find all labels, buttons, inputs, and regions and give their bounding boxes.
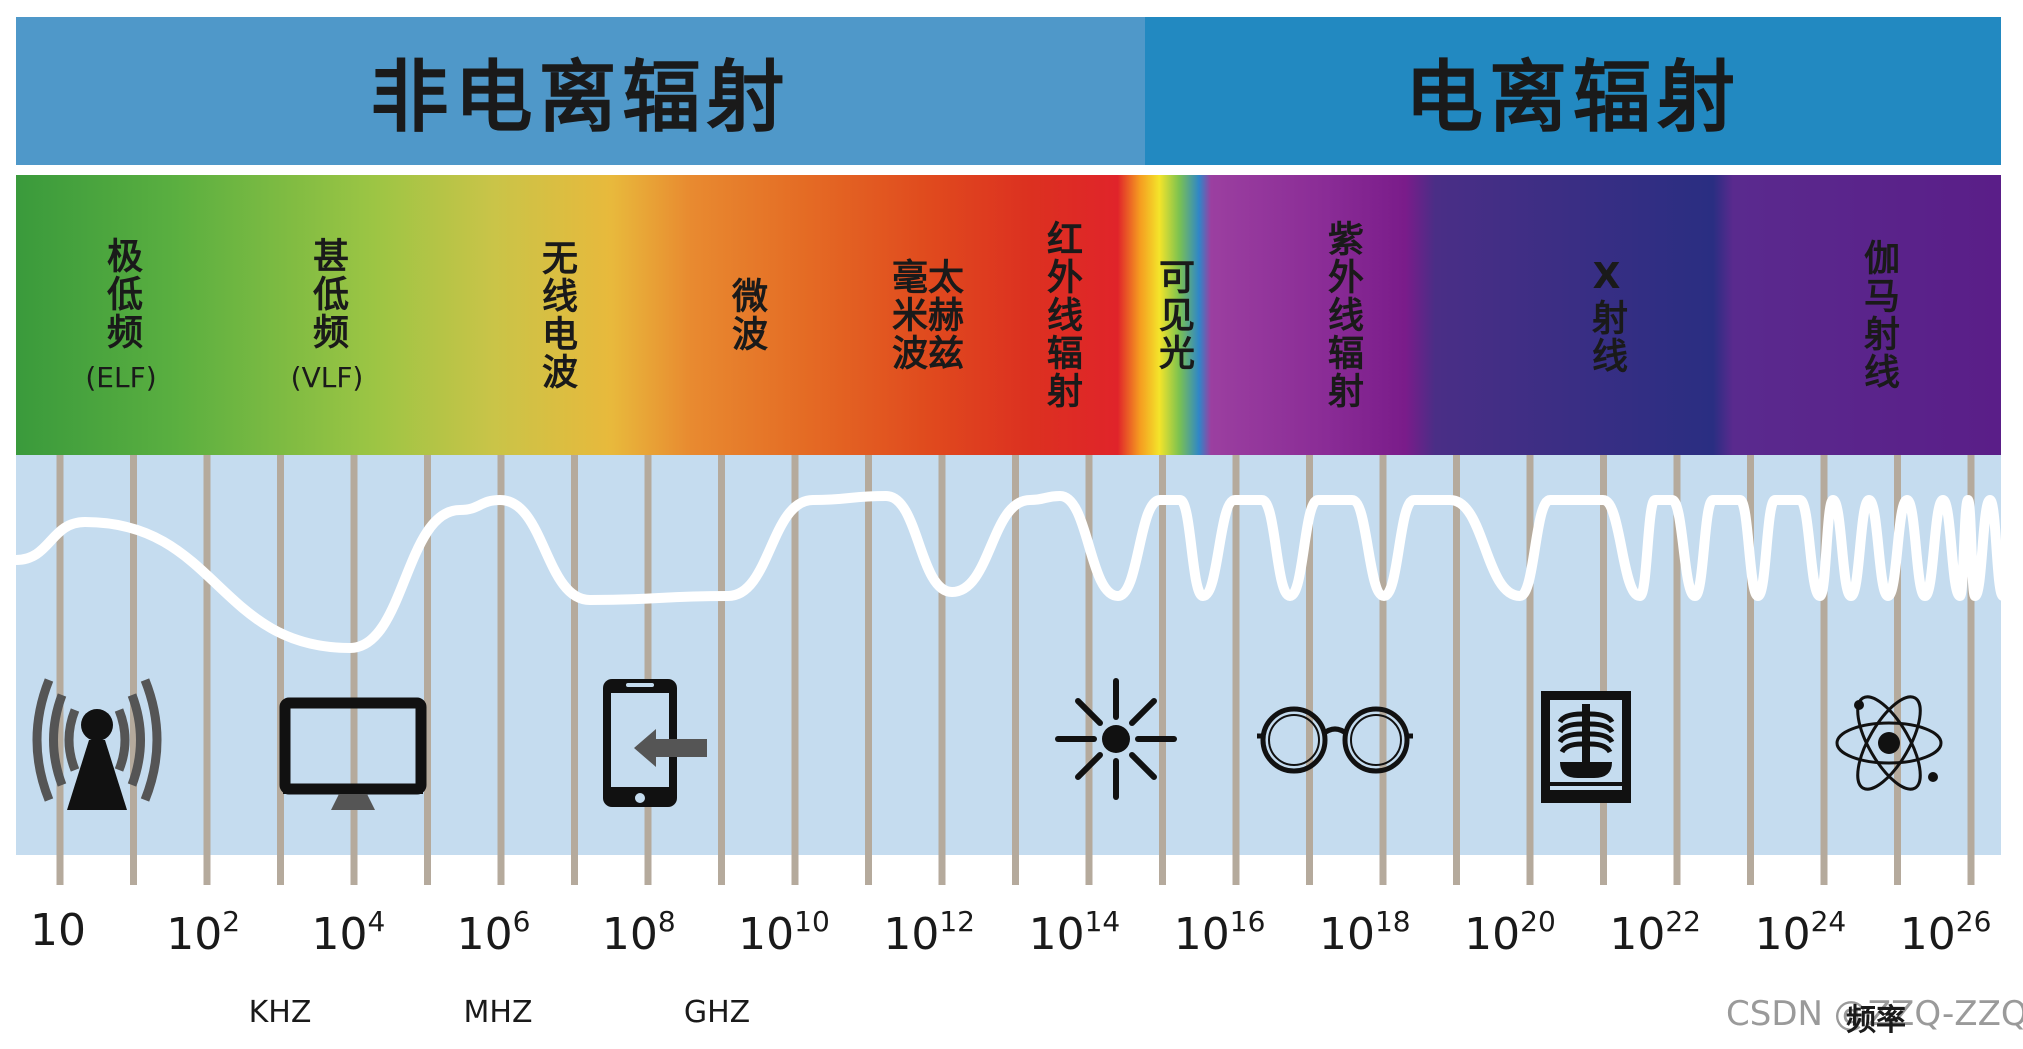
frequency-exponent: 14 (1084, 905, 1121, 938)
frequency-exponent: 6 (512, 905, 531, 938)
band-visible: 可见光 (1133, 175, 1213, 455)
frequency-base: 10 (1754, 909, 1811, 960)
frequency-exponent: 22 (1665, 905, 1702, 938)
frequency-label: 106 (457, 905, 531, 960)
frequency-exponent: 4 (367, 905, 386, 938)
non-ionizing-header: 非电离辐射 (16, 17, 1145, 165)
band-thz-label: 太赫兹 毫米波 (886, 258, 963, 372)
frequency-exponent: 24 (1810, 905, 1847, 938)
non-ionizing-title: 非电离辐射 (370, 53, 791, 143)
frequency-exponent: 16 (1229, 905, 1266, 938)
frequency-label: 104 (311, 905, 385, 960)
frequency-exponent: 26 (1955, 905, 1992, 938)
band-vlf-label: 甚低频 (307, 236, 348, 351)
frequency-base: 10 (1028, 909, 1085, 960)
frequency-exponent: 8 (657, 905, 676, 938)
frequency-base: 10 (1609, 909, 1666, 960)
band-vlf: 甚低频 (VLF) (262, 175, 392, 455)
band-visible-label: 可见光 (1153, 258, 1194, 372)
frequency-label: 1024 (1755, 905, 1847, 960)
band-thz-label-a: 太赫兹 (922, 258, 963, 372)
frequency-base: 10 (1464, 909, 1521, 960)
frequency-axis-label: 频率 (1846, 1003, 1906, 1038)
watermark: CSDN @ZZQ-ZZQ (1726, 994, 2023, 1034)
frequency-label: 1012 (883, 905, 975, 960)
antenna-icon (32, 678, 162, 810)
frequency-base: 10 (1899, 909, 1956, 960)
unit-khz: KHZ (248, 995, 312, 1030)
frequency-base: 10 (738, 909, 795, 960)
frequency-base: 10 (1318, 909, 1375, 960)
frequency-exponent: 10 (794, 905, 830, 938)
band-vlf-sub: (VLF) (290, 360, 364, 394)
frequency-label: 1014 (1029, 905, 1121, 960)
frequency-label: 1018 (1319, 905, 1411, 960)
tick-lines (56, 455, 1975, 885)
band-ultraviolet: 紫外线辐射 (1302, 175, 1382, 455)
frequency-base: 10 (601, 909, 658, 960)
band-thz-label-b: 毫米波 (886, 258, 927, 372)
band-microwave: 微波 (706, 175, 786, 455)
smartphone-icon (603, 679, 707, 807)
band-xray: X射线 (1566, 175, 1646, 455)
frequency-base: 10 (166, 909, 223, 960)
band-ultraviolet-label: 紫外线辐射 (1322, 220, 1363, 410)
monitor-icon (279, 697, 427, 810)
band-thz: 太赫兹 毫米波 (884, 175, 964, 455)
band-gamma: 伽马射线 (1838, 175, 1918, 455)
frequency-label: 1022 (1609, 905, 1701, 960)
band-infrared: 红外线辐射 (1021, 175, 1101, 455)
xray-icon (1541, 691, 1631, 803)
frequency-label: 108 (602, 905, 676, 960)
unit-ghz: GHZ (683, 995, 751, 1030)
band-elf-label: 极低频 (101, 236, 142, 351)
spectrum-band: 极低频 (ELF) 甚低频 (VLF) 无线电波 微波 太赫兹 毫米波 红外线辐… (16, 175, 2001, 455)
ionizing-header: 电离辐射 (1145, 17, 2001, 165)
ionizing-title: 电离辐射 (1404, 53, 1741, 143)
frequency-exponent: 12 (939, 905, 976, 938)
band-xray-label: X射线 (1586, 255, 1627, 375)
frequency-label: 1020 (1464, 905, 1556, 960)
frequency-label: 1010 (738, 905, 830, 960)
frequency-exponent: 20 (1520, 905, 1556, 938)
frequency-base: 10 (311, 909, 368, 960)
sun-icon (1055, 678, 1177, 800)
atom-icon (1835, 695, 1943, 791)
frequency-base: 10 (883, 909, 940, 960)
frequency-base: 10 (456, 909, 513, 960)
band-microwave-label: 微波 (726, 277, 767, 353)
band-radio: 无线电波 (516, 175, 596, 455)
frequency-exponent: 18 (1374, 905, 1411, 938)
band-gamma-label: 伽马射线 (1858, 239, 1899, 391)
band-infrared-label: 红外线辐射 (1041, 220, 1082, 410)
band-radio-label: 无线电波 (536, 239, 577, 391)
frequency-label: 1016 (1174, 905, 1266, 960)
unit-mhz: MHZ (463, 995, 533, 1030)
frequency-label: 10 (30, 905, 86, 956)
frequency-base: 10 (1173, 909, 1230, 960)
band-elf: 极低频 (ELF) (56, 175, 186, 455)
frequency-label: 1026 (1900, 905, 1992, 960)
glasses-icon (1257, 706, 1413, 774)
frequency-base: 10 (30, 905, 86, 956)
band-elf-sub: (ELF) (85, 360, 157, 394)
frequency-exponent: 2 (222, 905, 241, 938)
wave-line (11, 491, 2008, 653)
frequency-label: 102 (166, 905, 240, 960)
